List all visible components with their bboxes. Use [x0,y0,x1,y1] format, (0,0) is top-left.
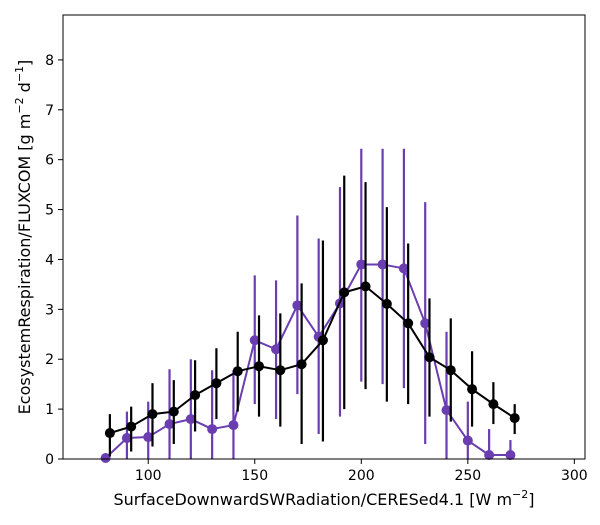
data-point [292,300,303,311]
data-point [228,420,239,431]
data-point [467,384,478,395]
data-point [147,409,158,420]
data-point [398,263,409,274]
x-tick-label: 150 [241,468,268,484]
x-tick-label: 200 [348,468,375,484]
data-point [143,432,154,443]
data-point [164,419,175,430]
data-point [445,365,456,376]
data-point [168,406,179,417]
data-point [254,361,265,372]
data-point [211,378,222,389]
y-axis: 0 1 2 3 4 5 6 7 8 [45,53,63,468]
axes-frame [62,14,586,460]
data-point [296,359,307,370]
y-tick-label: 3 [45,302,54,318]
y-tick-label: 8 [45,53,54,69]
data-point [104,428,115,439]
y-tick-label: 6 [45,153,54,169]
y-tick-label: 7 [45,103,54,119]
data-point [100,453,111,464]
data-point [232,366,243,377]
y-axis-label: EcosystemRespiration/FLUXCOM [g m−2 d−1] [13,60,34,415]
data-point [462,435,473,446]
data-point [121,433,132,444]
x-axis: 100 150 200 250 300 [135,459,588,484]
data-point [249,335,260,346]
plot-area [100,148,520,464]
y-tick-label: 4 [45,252,54,268]
y-tick-label: 1 [45,402,54,418]
x-tick-label: 100 [135,468,162,484]
data-point [207,424,218,435]
series-2 [104,175,520,457]
y-tick-label: 0 [45,452,54,468]
data-point [356,259,367,270]
series-1 [100,148,516,464]
y-tick-label: 5 [45,203,54,219]
data-point [488,399,499,410]
data-point [126,421,137,432]
data-point [403,318,414,329]
data-point [420,318,431,329]
data-point [381,298,392,309]
data-point [484,450,495,461]
data-point [441,405,452,416]
data-point [271,344,282,355]
data-point [317,335,328,346]
data-point [185,414,196,425]
y-tick-label: 2 [45,352,54,368]
data-point [505,450,516,461]
data-point [377,259,388,270]
data-point [275,365,286,376]
x-axis-label: SurfaceDownwardSWRadiation/CERESed4.1 [W… [113,488,534,509]
x-tick-label: 300 [561,468,588,484]
data-point [424,352,435,363]
data-point [190,390,201,401]
data-point [339,287,350,298]
data-point [360,281,371,292]
data-point [509,413,520,424]
x-tick-label: 250 [454,468,481,484]
